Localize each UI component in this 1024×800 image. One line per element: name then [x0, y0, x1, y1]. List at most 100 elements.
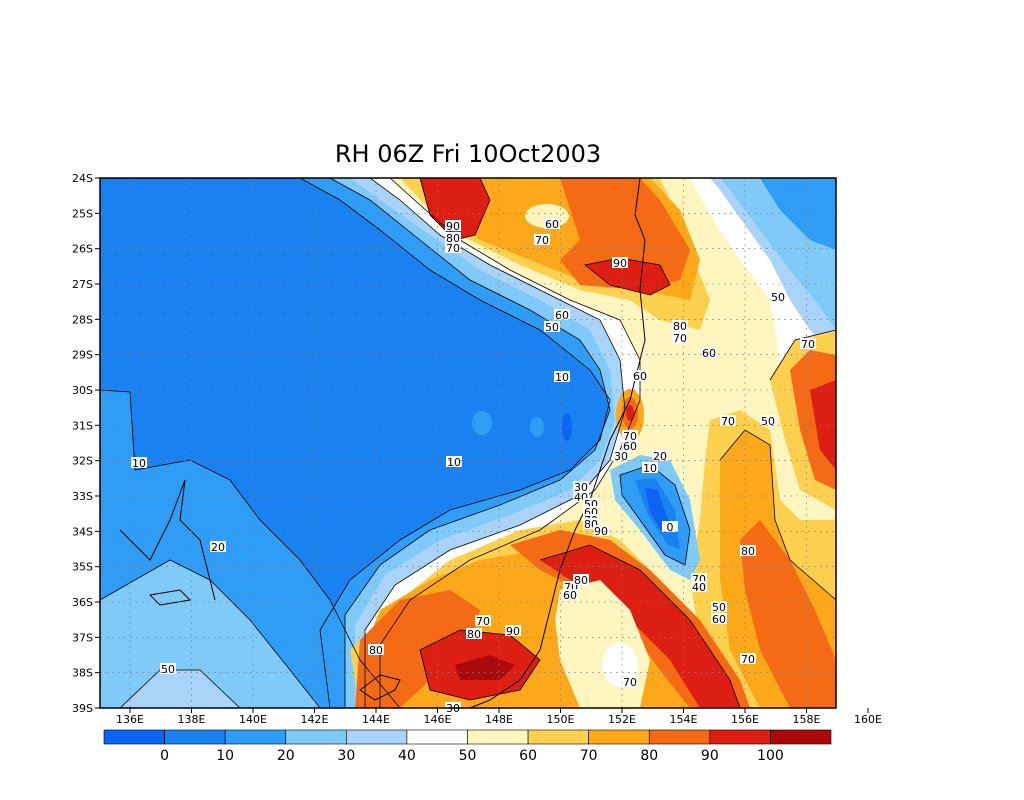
colorbar-labels: 0 10 20 30 40 50 60 70 80 90 100 [160, 748, 784, 764]
svg-text:60: 60 [563, 589, 577, 602]
colorbar-swatch [164, 729, 226, 745]
contour-label: 50 [711, 601, 727, 614]
svg-text:50: 50 [161, 663, 175, 676]
colorbar-label: 60 [519, 748, 537, 764]
contour-label: 20 [652, 450, 668, 463]
svg-text:80: 80 [574, 574, 588, 587]
contour-label: 50 [544, 321, 560, 334]
contour-label: 30 [613, 450, 629, 463]
lon-label: 138E [178, 713, 206, 726]
lat-label: 34S [72, 525, 93, 538]
svg-text:50: 50 [761, 415, 775, 428]
lon-label: 160E [854, 713, 882, 726]
colorbar-label: 50 [459, 748, 477, 764]
contour-label: 60 [544, 218, 560, 231]
svg-text:30: 30 [574, 481, 588, 494]
svg-text:50: 50 [771, 291, 785, 304]
contour-label: 60 [701, 347, 717, 360]
lon-label: 140E [239, 713, 267, 726]
contour-label: 70 [622, 676, 638, 689]
contour-label: 50 [160, 663, 176, 676]
contour-label: 10 [554, 371, 570, 384]
lat-label: 37S [72, 631, 93, 644]
svg-text:90: 90 [613, 257, 627, 270]
colorbar-swatch [527, 729, 589, 745]
svg-text:60: 60 [555, 309, 569, 322]
svg-text:70: 70 [476, 615, 490, 628]
lon-label: 152E [608, 713, 636, 726]
svg-text:40: 40 [692, 581, 706, 594]
contour-label: 80 [740, 545, 756, 558]
contour-label: 60 [632, 370, 648, 383]
svg-text:10: 10 [643, 462, 657, 475]
lon-label: 150E [547, 713, 575, 726]
colorbar-label: 20 [277, 748, 295, 764]
contour-label: 60 [622, 440, 638, 453]
svg-text:80: 80 [741, 545, 755, 558]
contour-label: 90 [593, 525, 609, 538]
svg-text:60: 60 [712, 613, 726, 626]
colorbar-label: 10 [216, 748, 234, 764]
lon-label: 158E [793, 713, 821, 726]
contour-label: 70 [800, 338, 816, 351]
colorbar-swatch [648, 729, 711, 745]
contour-label: 0 [662, 521, 678, 534]
contour-label: 80 [573, 574, 589, 587]
contour-label: 60 [711, 613, 727, 626]
svg-text:70: 70 [741, 653, 755, 666]
svg-text:60: 60 [623, 440, 637, 453]
svg-text:90: 90 [594, 525, 608, 538]
contour-label: 20 [210, 541, 226, 554]
lon-label: 144E [362, 713, 390, 726]
colorbar-label: 40 [398, 748, 416, 764]
colorbar-swatch [770, 729, 832, 745]
contour-label: 50 [770, 291, 786, 304]
svg-text:10: 10 [132, 457, 146, 470]
colorbar-swatch [709, 729, 771, 745]
contour-label: 80 [368, 644, 384, 657]
colorbar-label: 100 [757, 748, 784, 764]
lat-label: 38S [72, 667, 93, 680]
svg-text:70: 70 [673, 332, 687, 345]
contour-label: 50 [760, 415, 776, 428]
contour-label: 80 [466, 628, 482, 641]
colorbar-swatch [346, 729, 408, 745]
colorbar-swatch [224, 729, 287, 745]
svg-text:0: 0 [667, 521, 674, 534]
lat-label: 30S [72, 384, 93, 397]
contour-label: 60 [562, 589, 578, 602]
contour-label: 70 [720, 415, 736, 428]
lat-label: 26S [72, 243, 93, 256]
colorbar-swatch [467, 729, 529, 745]
map-frame [99, 177, 837, 709]
contour-label: 40 [691, 581, 707, 594]
svg-text:70: 70 [446, 242, 460, 255]
colorbar-label: 70 [580, 748, 598, 764]
lat-label: 29S [72, 349, 93, 362]
lat-label: 35S [72, 561, 93, 574]
svg-text:70: 70 [721, 415, 735, 428]
colorbar-label: 80 [640, 748, 658, 764]
coastline [119, 178, 646, 708]
svg-text:90: 90 [446, 220, 460, 233]
svg-text:70: 70 [623, 430, 637, 443]
svg-text:70: 70 [623, 676, 637, 689]
colorbar-label: 0 [160, 748, 169, 764]
contour-label: 60 [554, 309, 570, 322]
colorbar-swatch [588, 729, 650, 745]
lon-label: 146E [424, 713, 452, 726]
contour-label: 90 [612, 257, 628, 270]
contour-label: 70 [534, 234, 550, 247]
svg-text:50: 50 [545, 321, 559, 334]
svg-text:20: 20 [653, 450, 667, 463]
svg-text:30: 30 [614, 450, 628, 463]
svg-text:60: 60 [545, 218, 559, 231]
contour-label: 10 [131, 457, 147, 470]
latitude-labels: 24S 25S 26S 27S 28S 29S 30S 31S 32S 33S 34S 35S 36S 3… [72, 172, 100, 715]
lon-label: 156E [731, 713, 759, 726]
map-title: RH 06Z Fri 10Oct2003 [334, 140, 602, 168]
svg-text:60: 60 [702, 347, 716, 360]
lon-label: 154E [670, 713, 698, 726]
